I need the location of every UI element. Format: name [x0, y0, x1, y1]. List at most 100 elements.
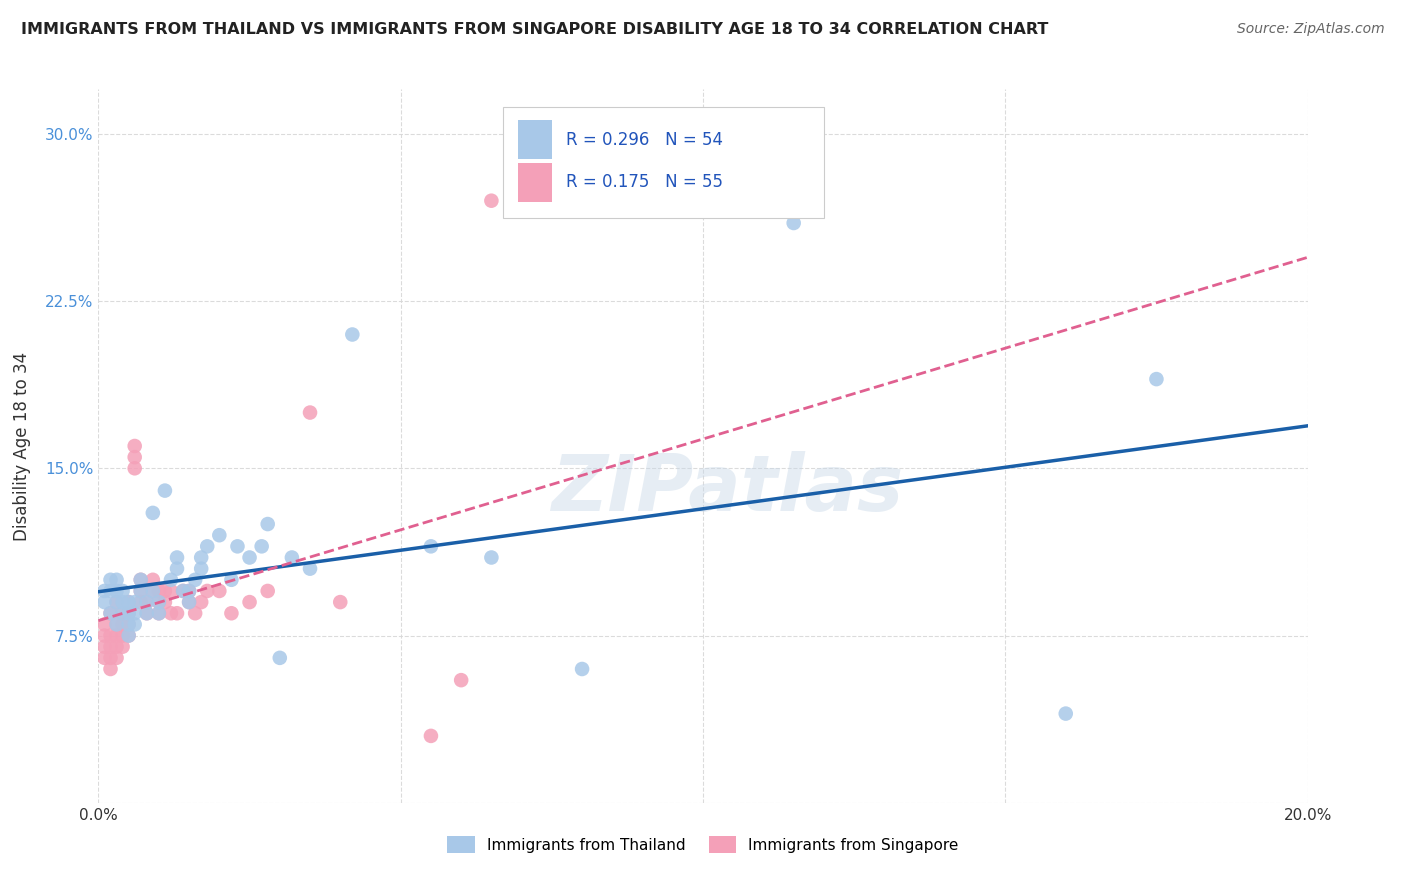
- Point: [160, 583, 183, 598]
- Text: R = 0.296   N = 54: R = 0.296 N = 54: [567, 130, 723, 148]
- Point: [93, 617, 115, 632]
- Point: [239, 550, 262, 565]
- Point: [783, 216, 806, 230]
- Point: [179, 583, 201, 598]
- Point: [299, 562, 322, 576]
- Point: [105, 617, 128, 632]
- Point: [148, 607, 170, 621]
- Point: [148, 595, 170, 609]
- Point: [190, 595, 212, 609]
- Point: [184, 573, 207, 587]
- Point: [342, 327, 364, 342]
- FancyBboxPatch shape: [503, 107, 824, 218]
- Point: [142, 583, 165, 598]
- Point: [195, 539, 218, 553]
- Point: [118, 595, 141, 609]
- Point: [93, 583, 115, 598]
- Point: [299, 405, 322, 419]
- Point: [118, 628, 141, 642]
- Point: [129, 595, 152, 609]
- Point: [208, 583, 231, 598]
- Point: [195, 583, 218, 598]
- Point: [135, 607, 157, 621]
- Point: [129, 583, 152, 598]
- Point: [148, 595, 170, 609]
- Point: [179, 595, 201, 609]
- Point: [172, 583, 194, 598]
- Point: [129, 573, 152, 587]
- Point: [153, 583, 176, 598]
- Point: [256, 583, 278, 598]
- Point: [105, 651, 128, 665]
- Point: [184, 607, 207, 621]
- Point: [118, 617, 141, 632]
- Point: [100, 651, 122, 665]
- Point: [179, 583, 201, 598]
- Point: [111, 607, 134, 621]
- Point: [208, 528, 231, 542]
- Point: [160, 607, 183, 621]
- Point: [129, 573, 152, 587]
- Point: [481, 550, 503, 565]
- Point: [190, 562, 212, 576]
- Point: [239, 595, 262, 609]
- Point: [111, 640, 134, 654]
- Y-axis label: Disability Age 18 to 34: Disability Age 18 to 34: [13, 351, 31, 541]
- Point: [135, 607, 157, 621]
- Point: [111, 617, 134, 632]
- Point: [100, 662, 122, 676]
- Point: [118, 607, 141, 621]
- Point: [420, 539, 443, 553]
- Point: [105, 617, 128, 632]
- Legend: Immigrants from Thailand, Immigrants from Singapore: Immigrants from Thailand, Immigrants fro…: [441, 830, 965, 859]
- Point: [118, 607, 141, 621]
- Point: [1144, 372, 1167, 386]
- Point: [100, 640, 122, 654]
- Point: [142, 506, 165, 520]
- Point: [100, 583, 122, 598]
- Point: [105, 583, 128, 598]
- Point: [100, 628, 122, 642]
- Point: [118, 628, 141, 642]
- Point: [160, 573, 183, 587]
- Point: [124, 450, 146, 464]
- Point: [124, 595, 146, 609]
- Point: [250, 539, 273, 553]
- Point: [281, 550, 304, 565]
- Point: [221, 573, 243, 587]
- Point: [124, 461, 146, 475]
- Point: [153, 595, 176, 609]
- Point: [166, 607, 188, 621]
- Point: [166, 550, 188, 565]
- Point: [105, 573, 128, 587]
- Point: [100, 607, 122, 621]
- Point: [105, 640, 128, 654]
- Point: [135, 595, 157, 609]
- Point: [105, 595, 128, 609]
- Text: IMMIGRANTS FROM THAILAND VS IMMIGRANTS FROM SINGAPORE DISABILITY AGE 18 TO 34 CO: IMMIGRANTS FROM THAILAND VS IMMIGRANTS F…: [21, 22, 1049, 37]
- Point: [93, 640, 115, 654]
- Point: [124, 439, 146, 453]
- Point: [148, 583, 170, 598]
- Point: [179, 595, 201, 609]
- Point: [420, 729, 443, 743]
- Point: [256, 516, 278, 531]
- Point: [93, 651, 115, 665]
- Point: [153, 483, 176, 498]
- Point: [105, 628, 128, 642]
- Point: [1054, 706, 1077, 721]
- Point: [111, 583, 134, 598]
- Text: R = 0.175   N = 55: R = 0.175 N = 55: [567, 173, 723, 191]
- Point: [172, 583, 194, 598]
- Point: [100, 573, 122, 587]
- Point: [100, 607, 122, 621]
- Point: [571, 662, 593, 676]
- Point: [93, 595, 115, 609]
- Point: [93, 628, 115, 642]
- Point: [135, 595, 157, 609]
- Text: ZIPatlas: ZIPatlas: [551, 450, 903, 527]
- Point: [450, 673, 472, 687]
- Point: [111, 595, 134, 609]
- Point: [142, 573, 165, 587]
- Point: [124, 617, 146, 632]
